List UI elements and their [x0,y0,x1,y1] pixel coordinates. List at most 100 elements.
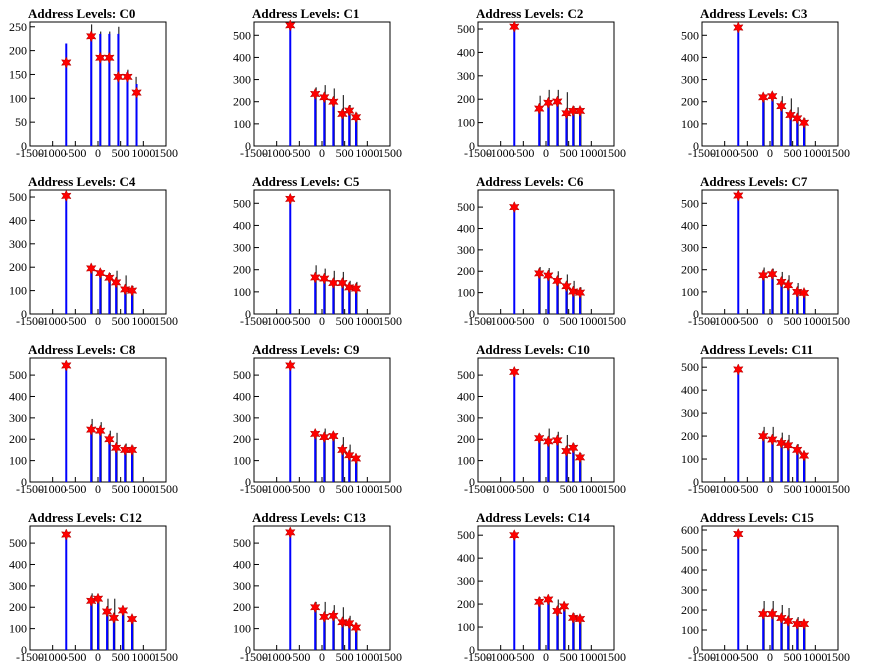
y-tick-label: 100 [681,117,699,131]
peak-marker [350,282,362,295]
x-tick-label: 1500 [602,650,626,664]
x-tick-label: -500 [512,482,534,496]
y-tick-label: 500 [681,28,699,42]
chart-panel-c9: Address Levels: C90100200300400500-1500-… [233,342,402,496]
y-tick-label: 0 [245,139,251,153]
y-tick-label: 300 [457,411,475,425]
x-tick-label: -500 [288,146,310,160]
y-tick-label: 300 [681,406,699,420]
y-tick-label: 400 [9,389,27,403]
y-tick-label: 250 [9,20,27,34]
peak-marker [318,610,330,623]
x-tick-label: -1500 [464,146,492,160]
x-tick-label: -1500 [240,482,268,496]
x-tick-label: -500 [288,650,310,664]
y-tick-label: 100 [681,285,699,299]
y-tick-label: 200 [681,429,699,443]
peak-marker [533,102,545,115]
chart-title: Address Levels: C0 [28,6,135,21]
y-tick-label: 400 [457,221,475,235]
y-tick-label: 500 [681,543,699,557]
peak-marker [104,51,115,64]
x-tick-label: 500 [784,146,802,160]
peak-marker [60,189,72,202]
x-tick-label: 1500 [154,146,178,160]
peak-marker [508,365,520,379]
peak-marker [757,269,769,282]
chart-title: Address Levels: C12 [28,510,142,525]
peak-marker [309,271,321,284]
peak-marker [92,592,104,605]
x-tick-label: -1500 [688,482,716,496]
x-tick-label: -1500 [688,314,716,328]
y-tick-label: 100 [457,454,475,468]
x-tick-label: 0 [95,482,101,496]
peak-marker [508,529,520,542]
peak-marker [798,617,810,631]
x-tick-label: -500 [64,650,86,664]
chart-title: Address Levels: C13 [252,510,366,525]
y-tick-label: 100 [457,620,475,634]
peak-marker [542,593,554,606]
y-tick-label: 0 [245,475,251,489]
plot-frame [29,357,167,483]
x-tick-label: -1000 [39,314,67,328]
x-tick-label: 0 [319,314,325,328]
peak-marker [318,272,330,285]
peak-marker [126,443,138,457]
x-tick-label: -1000 [263,314,291,328]
peak-marker [574,286,586,299]
x-tick-label: 1000 [131,314,155,328]
x-tick-label: 500 [336,314,354,328]
y-tick-label: 200 [681,95,699,109]
peak-marker [776,436,787,450]
x-tick-label: 1500 [826,650,850,664]
x-tick-label: 1000 [355,146,379,160]
x-tick-label: 1500 [378,650,402,664]
plot-frame [29,189,167,315]
peak-marker [567,611,579,624]
x-tick-label: 0 [543,146,549,160]
peak-marker [337,276,348,290]
x-tick-label: -1000 [711,650,739,664]
plot-frame [701,21,839,147]
y-tick-label: 400 [233,50,251,64]
x-tick-label: -1500 [688,146,716,160]
peak-marker [337,107,348,121]
peak-marker [542,435,554,448]
x-tick-label: 0 [319,650,325,664]
peak-marker [350,111,362,124]
x-tick-label: 1500 [378,482,402,496]
x-tick-label: 1000 [579,314,603,328]
x-tick-label: -1000 [487,314,515,328]
chart-title: Address Levels: C11 [700,342,813,357]
y-tick-label: 200 [233,432,251,446]
chart-panel-c15: Address Levels: C15 0 100 200 300 400 500 600 -1… [681,510,850,664]
x-tick-label: 500 [336,650,354,664]
x-tick-label: -500 [736,314,758,328]
plot-frame [701,357,839,483]
peak-marker [309,87,321,101]
y-tick-label: 500 [681,196,699,210]
y-tick-label: 400 [233,218,251,232]
y-tick-label: 200 [233,263,251,277]
x-tick-label: -1000 [263,650,291,664]
x-tick-label: 0 [543,650,549,664]
x-tick-label: -1000 [711,314,739,328]
x-tick-label: -1000 [39,146,67,160]
y-tick-label: 400 [457,389,475,403]
x-tick-label: 1000 [131,482,155,496]
y-tick-label: 100 [233,285,251,299]
y-tick-label: 0 [469,475,475,489]
peak-marker [309,601,321,614]
x-tick-label: -1500 [240,146,268,160]
chart-title: Address Levels: C3 [700,6,808,21]
peak-marker [766,90,778,103]
y-tick-label: 0 [21,475,27,489]
peak-marker [757,607,769,621]
x-tick-label: 1000 [803,146,827,160]
y-tick-label: 200 [9,260,27,274]
x-tick-label: -1000 [263,146,291,160]
chart-title: Address Levels: C4 [28,174,136,189]
